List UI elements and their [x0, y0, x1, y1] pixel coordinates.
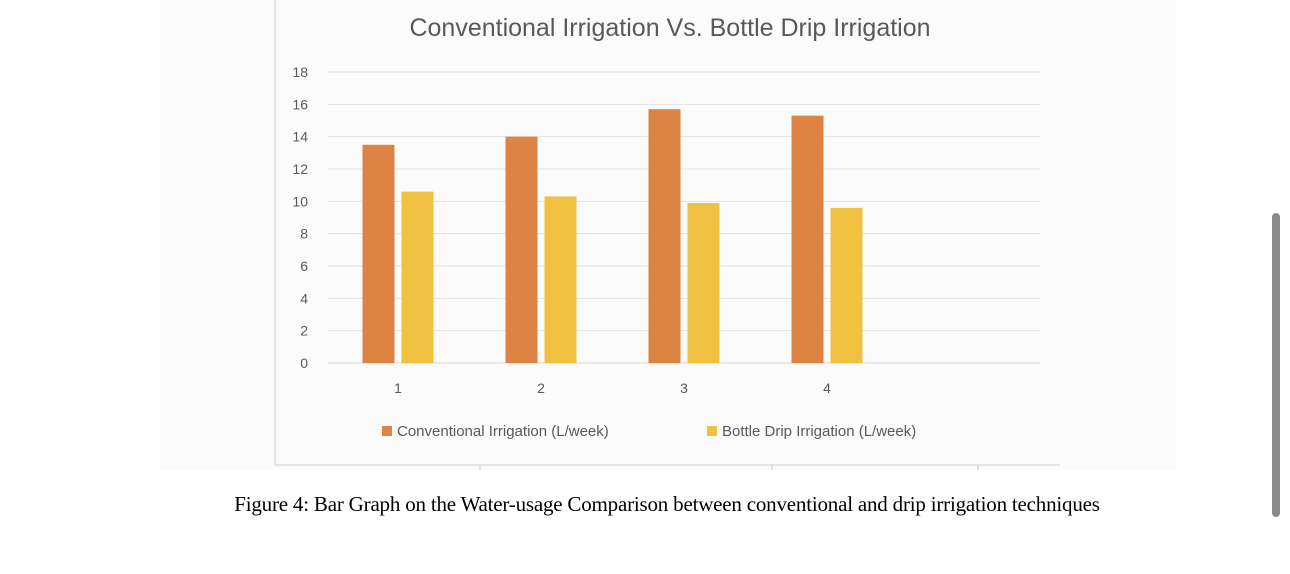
bar: [791, 115, 824, 364]
chart-title: Conventional Irrigation Vs. Bottle Drip …: [409, 14, 930, 42]
bar: [648, 109, 681, 363]
bar: [687, 202, 720, 363]
legend-swatch: [382, 426, 392, 436]
y-tick-label: 0: [300, 355, 308, 371]
bar: [505, 136, 538, 363]
x-tick-label: 2: [537, 380, 545, 396]
bar: [362, 144, 395, 363]
x-tick-label: 3: [680, 380, 688, 396]
y-tick-label: 14: [292, 129, 308, 145]
y-tick-label: 4: [300, 290, 308, 306]
legend-swatch: [707, 426, 717, 436]
y-tick-label: 2: [300, 323, 308, 339]
y-tick-label: 10: [292, 193, 308, 209]
bar: [830, 207, 863, 363]
y-tick-label: 16: [292, 96, 308, 112]
legend-label: Conventional Irrigation (L/week): [397, 423, 609, 440]
bar: [544, 196, 577, 363]
figure-caption: Figure 4: Bar Graph on the Water-usage C…: [234, 492, 1100, 516]
y-tick-label: 8: [300, 226, 308, 242]
legend: Conventional Irrigation (L/week) Bottle D…: [382, 423, 916, 440]
y-tick-label: 6: [300, 258, 308, 274]
x-tick-label: 4: [823, 380, 831, 396]
vertical-scrollbar[interactable]: [1272, 213, 1280, 517]
y-tick-label: 12: [292, 161, 308, 177]
x-axis-ticks: 1 2 3 4: [394, 380, 831, 396]
bar-chart: Conventional Irrigation Vs. Bottle Drip …: [274, 0, 1060, 470]
x-tick-label: 1: [394, 380, 402, 396]
y-tick-label: 18: [292, 64, 308, 80]
chart-area: Conventional Irrigation Vs. Bottle Drip …: [160, 0, 1176, 470]
bar: [401, 191, 434, 363]
legend-label: Bottle Drip Irrigation (L/week): [722, 423, 916, 440]
bars: [362, 109, 863, 364]
gridlines: [328, 71, 1040, 364]
y-axis-ticks: 0 2 4 6 8 10 12 14 16 18: [292, 64, 308, 371]
